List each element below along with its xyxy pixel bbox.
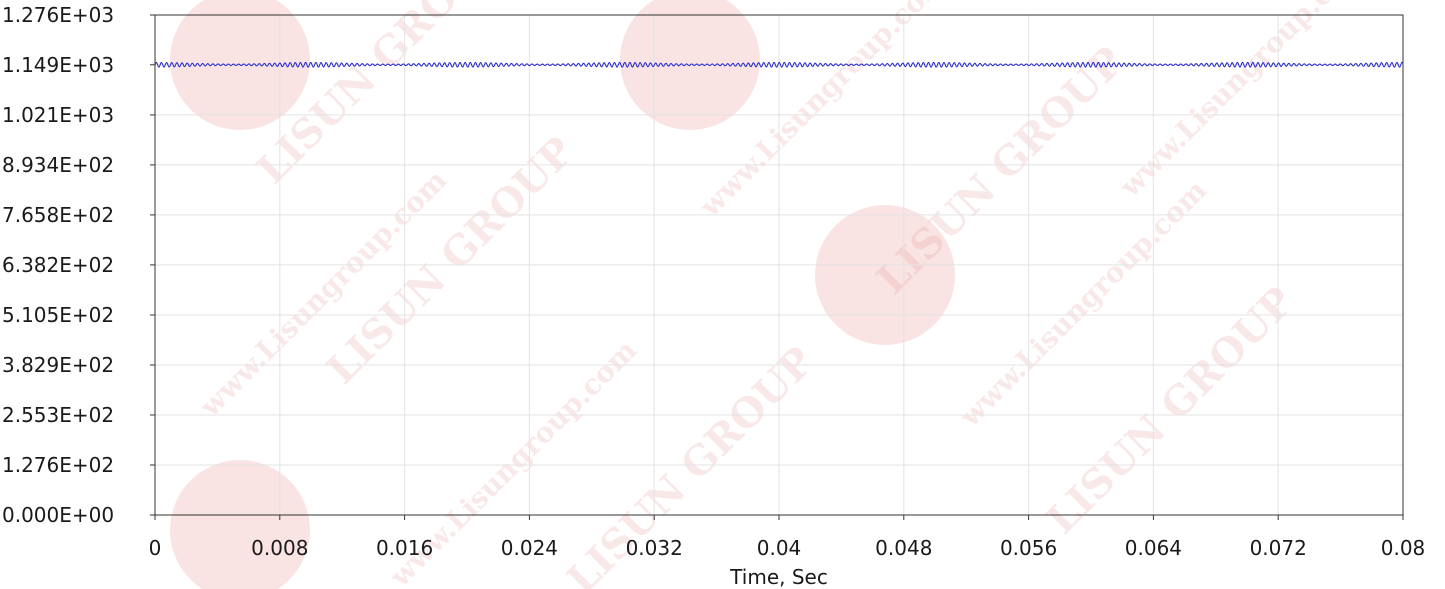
watermark-text: LISUN GROUP [868, 38, 1133, 303]
x-tick-label: 0.008 [251, 536, 308, 560]
y-tick-label: 6.382E+02 [2, 253, 114, 277]
y-tick-label: 0.000E+00 [2, 503, 114, 527]
y-tick-label: 2.553E+02 [2, 403, 114, 427]
x-tick-label: 0.04 [757, 536, 802, 560]
y-tick-label: 5.105E+02 [2, 303, 114, 327]
x-tick-label: 0.048 [875, 536, 932, 560]
y-tick-label: 1.149E+03 [2, 53, 114, 77]
y-tick-label: 8.934E+02 [2, 153, 114, 177]
x-tick-label: 0.024 [501, 536, 558, 560]
watermark-logo [815, 205, 955, 345]
x-axis-ticks: 0 0.008 0.016 0.024 0.032 0.04 0.048 0.056 0.064… [149, 515, 1426, 560]
x-tick-label: 0.064 [1125, 536, 1182, 560]
x-tick-label: 0.08 [1381, 536, 1426, 560]
x-tick-label: 0.056 [1000, 536, 1057, 560]
x-tick-label: 0.072 [1250, 536, 1307, 560]
x-tick-label: 0.016 [376, 536, 433, 560]
x-tick-label: 0 [149, 536, 162, 560]
y-tick-label: 7.658E+02 [2, 203, 114, 227]
y-tick-label: 1.276E+03 [2, 3, 114, 27]
watermark-layer: www.Lisungroup.comwww.Lisungroup.comwww.… [170, 0, 1373, 589]
watermark-logo [170, 460, 310, 589]
y-axis-ticks: 0.000E+00 1.276E+02 2.553E+02 3.829E+02 5.10… [2, 3, 155, 527]
y-tick-label: 1.021E+03 [2, 103, 114, 127]
y-tick-label: 1.276E+02 [2, 453, 114, 477]
x-tick-label: 0.032 [626, 536, 683, 560]
series-line [154, 61, 1404, 68]
x-axis-title: Time, Sec [729, 565, 828, 589]
y-tick-label: 3.829E+02 [2, 353, 114, 377]
watermark-text: www.Lisungroup.com [1113, 0, 1373, 204]
